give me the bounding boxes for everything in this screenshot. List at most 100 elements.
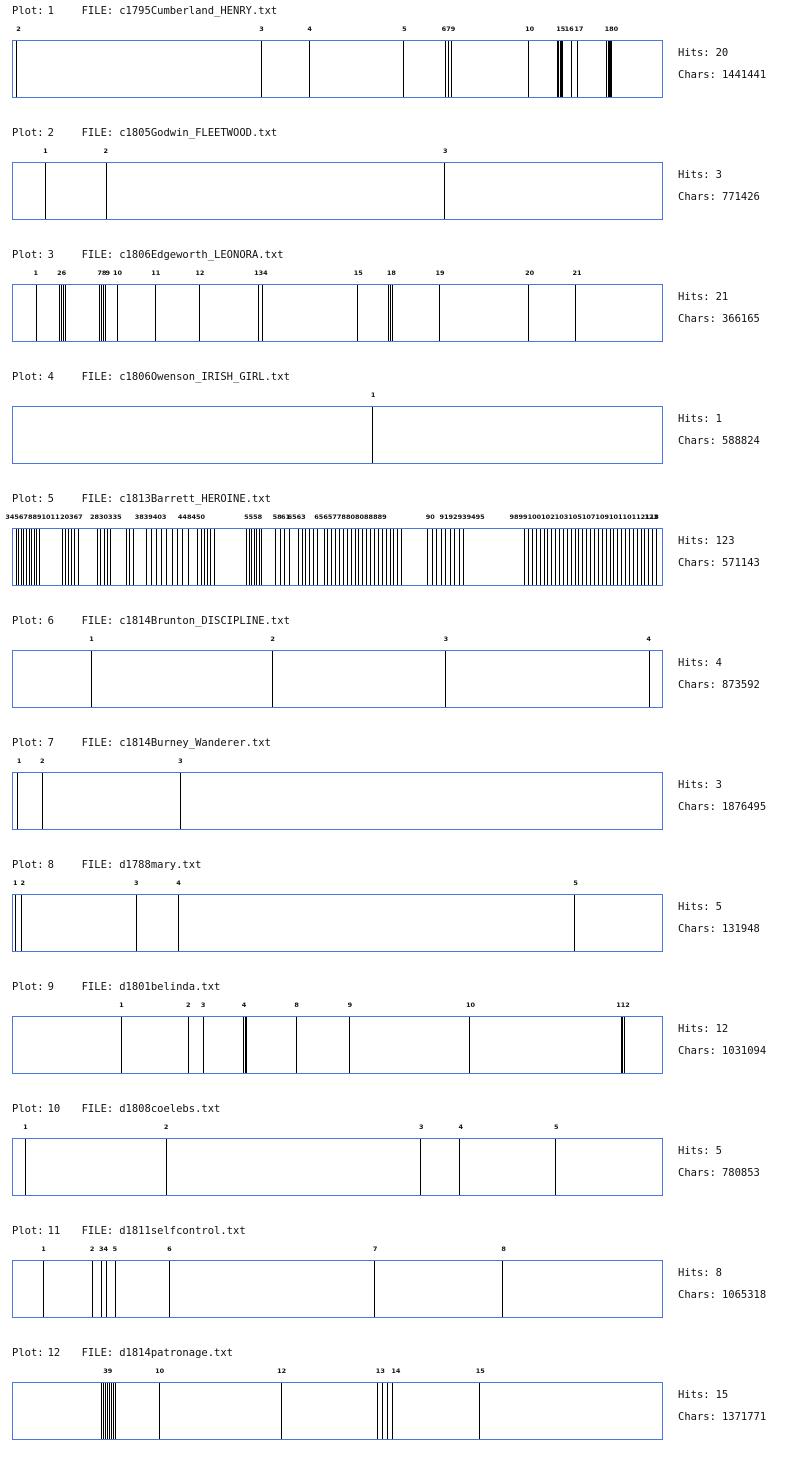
- plot-number: 2: [47, 127, 54, 139]
- hit-number-label: 9: [105, 269, 111, 277]
- hit-line: [469, 1017, 470, 1073]
- hits-stat: Hits: 5: [678, 1140, 760, 1162]
- hit-number-label: 5: [573, 879, 578, 887]
- dispersion-plot: Plot: 8 FILE: d1788mary.txt 1 2 3 4 5 Hits: 5 Chars…: [0, 858, 803, 980]
- plot-stats: Hits: 123 Chars: 571143: [678, 530, 760, 574]
- hit-number-label: 3: [259, 25, 264, 33]
- hit-line: [393, 529, 394, 585]
- dispersion-box: [12, 1382, 663, 1440]
- hits-value: 1: [715, 413, 722, 425]
- hit-line: [561, 41, 562, 97]
- hit-line: [648, 529, 649, 585]
- hit-line: [91, 651, 92, 707]
- plot-header: Plot: 8 FILE: d1788mary.txt: [12, 858, 201, 872]
- hit-number-label: 10: [525, 25, 535, 33]
- hit-number-label: 1: [119, 1001, 124, 1009]
- hit-line: [362, 529, 363, 585]
- hit-number-label: 345678891011: [5, 513, 60, 521]
- hit-line: [317, 529, 318, 585]
- hit-line: [625, 529, 626, 585]
- hit-line: [445, 651, 446, 707]
- hit-number-label: 39: [103, 1367, 113, 1375]
- dispersion-box: [12, 528, 663, 586]
- plot-header: Plot: 1 FILE: c1795Cumberland_HENRY.txt: [12, 4, 277, 18]
- plot-header: Plot: 11 FILE: d1811selfcontrol.txt: [12, 1224, 246, 1238]
- hits-value: 3: [715, 169, 722, 181]
- hit-number-label: 6: [441, 25, 447, 33]
- hit-number-label: 5: [553, 1123, 559, 1131]
- plot-number: 7: [47, 737, 54, 749]
- plot-number: 12: [47, 1347, 61, 1359]
- hit-line: [17, 773, 18, 829]
- hit-line: [339, 529, 340, 585]
- plot-stats: Hits: 12 Chars: 1031094: [678, 1018, 766, 1062]
- hit-number-label: 9: [347, 1001, 353, 1009]
- hits-label: Hits:: [678, 901, 710, 913]
- hit-number-label: 4: [646, 635, 651, 643]
- hit-line: [335, 529, 336, 585]
- hits-stat: Hits: 1: [678, 408, 760, 430]
- hit-line: [617, 529, 618, 585]
- hit-number-label: 2: [103, 147, 109, 155]
- hit-line: [258, 285, 259, 341]
- hit-number-row: 1 2 3: [12, 146, 663, 158]
- hit-number-label: 78: [97, 269, 107, 277]
- hit-number-label: 1: [370, 391, 376, 399]
- hit-number-label: 1: [43, 147, 48, 155]
- plot-number-label: Plot:: [12, 5, 44, 17]
- hit-line: [327, 529, 328, 585]
- hit-line: [245, 1017, 246, 1073]
- hit-line: [197, 529, 198, 585]
- hits-value: 3: [715, 779, 722, 791]
- hit-number-label: 3: [443, 635, 449, 643]
- hit-line: [547, 529, 548, 585]
- plot-header: Plot: 5 FILE: c1813Barrett_HEROINE.txt: [12, 492, 271, 506]
- hits-value: 15: [715, 1389, 729, 1401]
- hit-number-label: 989910010210310510710910110112118: [509, 513, 659, 521]
- hit-line: [298, 529, 299, 585]
- chars-stat: Chars: 1371771: [678, 1406, 766, 1428]
- plot-number-label: Plot:: [12, 1225, 44, 1237]
- hit-line: [555, 1139, 556, 1195]
- hit-line: [262, 285, 263, 341]
- hit-line: [436, 529, 437, 585]
- chars-value: 1876495: [721, 801, 767, 813]
- hit-number-row: 1: [12, 390, 663, 402]
- hit-number-label: 5: [402, 25, 407, 33]
- hits-stat: Hits: 5: [678, 896, 760, 918]
- hits-stat: Hits: 3: [678, 774, 766, 796]
- hit-line: [558, 41, 559, 97]
- hits-stat: Hits: 15: [678, 1384, 766, 1406]
- hit-line: [536, 529, 537, 585]
- hit-line: [74, 529, 75, 585]
- hit-line: [251, 529, 252, 585]
- hit-line: [377, 1383, 378, 1439]
- hit-line: [169, 1261, 170, 1317]
- plot-number-label: Plot:: [12, 615, 44, 627]
- chars-stat: Chars: 571143: [678, 552, 760, 574]
- hit-line: [309, 529, 310, 585]
- hit-number-label: 4: [176, 879, 181, 887]
- hit-line: [390, 285, 391, 341]
- hits-value: 21: [715, 291, 729, 303]
- hit-line: [161, 529, 162, 585]
- plot-stats: Hits: 20 Chars: 1441441: [678, 42, 766, 86]
- hit-line: [528, 529, 529, 585]
- hit-line: [577, 41, 578, 97]
- hit-line: [575, 529, 576, 585]
- hit-number-label: 10: [466, 1001, 476, 1009]
- dispersion-plot: Plot: 7 FILE: c1814Burney_Wanderer.txt 1 2 3 Hi…: [0, 736, 803, 858]
- chars-label: Chars:: [678, 1289, 716, 1301]
- hit-line: [121, 1017, 122, 1073]
- hit-number-label: 448450: [177, 513, 206, 521]
- hit-number-label: 11: [151, 269, 161, 277]
- hit-line: [451, 41, 452, 97]
- hit-line: [544, 529, 545, 585]
- hit-number-label: 2: [89, 1245, 95, 1253]
- hit-number-label: 12: [195, 269, 205, 277]
- hit-line: [243, 1017, 244, 1073]
- hit-line: [427, 529, 428, 585]
- chars-value: 588824: [721, 435, 760, 447]
- hit-number-label: 6: [167, 1245, 172, 1253]
